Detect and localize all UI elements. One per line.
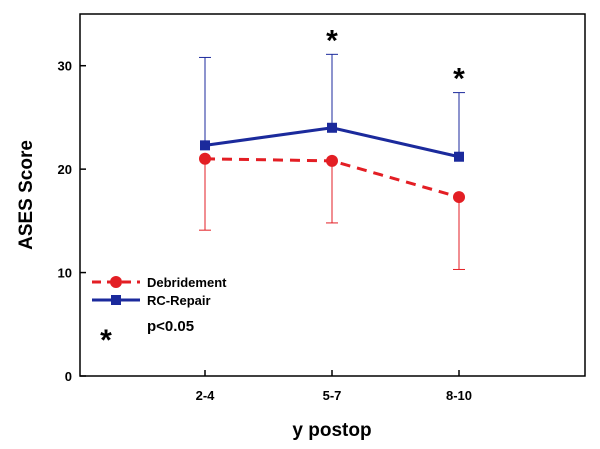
significance-star: * [326,24,338,57]
y-tick-label: 10 [58,266,72,281]
y-tick-label: 30 [58,59,72,74]
legend-rc-repair-label: RC-Repair [147,293,211,308]
rc-repair-point [454,151,464,162]
debridement-point [453,191,465,204]
y-tick-label: 0 [65,369,72,384]
x-axis-title: y postop [292,420,371,441]
legend-significance-label: p<0.05 [147,318,194,335]
legend-rc-repair-marker [111,295,121,305]
legend-debridement-marker [110,276,122,288]
rc-repair-point [200,140,210,151]
series-layer [199,53,465,270]
legend: Debridement RC-Repair * p<0.05 [92,275,227,357]
y-tick-label: 20 [58,162,72,177]
debridement-point [199,152,211,165]
y-axis-ticks: 0 10 20 30 [58,59,86,384]
debridement-point [326,154,338,167]
significance-star: * [453,63,465,96]
legend-significance-symbol: * [100,324,112,357]
legend-debridement-label: Debridement [147,275,227,290]
significance-markers: ** [326,24,465,95]
x-tick-label: 5-7 [323,388,342,403]
y-axis-title: ASES Score [16,140,37,250]
x-tick-label: 8-10 [446,388,472,403]
rc-repair-point [327,122,337,133]
x-tick-label: 2-4 [196,388,216,403]
x-axis-ticks: 2-4 5-7 8-10 [196,370,472,403]
